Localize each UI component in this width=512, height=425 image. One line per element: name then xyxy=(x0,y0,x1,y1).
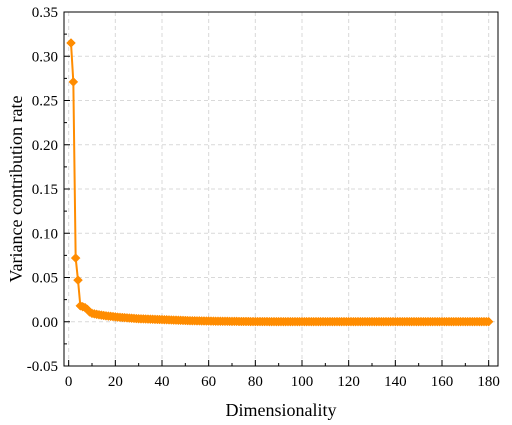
y-axis-title: Variance contribution rate xyxy=(6,96,26,283)
data-point xyxy=(66,38,76,48)
x-tick-label: 160 xyxy=(431,374,454,390)
x-tick-label: 100 xyxy=(291,374,314,390)
series-line xyxy=(70,42,489,323)
y-tick-label: 0.25 xyxy=(32,94,58,110)
x-tick-label: 140 xyxy=(384,374,407,390)
y-tick-label: 0.35 xyxy=(32,5,58,21)
x-tick-label: 20 xyxy=(108,374,123,390)
series-layer xyxy=(66,38,494,327)
y-tick-label: 0.15 xyxy=(32,182,58,198)
data-point xyxy=(68,77,79,87)
y-tick-label: 0.00 xyxy=(32,315,58,331)
data-point xyxy=(73,275,83,286)
x-tick-label: 40 xyxy=(155,374,170,390)
data-point xyxy=(483,316,494,327)
data-point xyxy=(70,253,81,263)
x-tick-label: 60 xyxy=(201,374,216,390)
y-tick-label: 0.05 xyxy=(32,271,58,287)
x-tick-label: 120 xyxy=(337,374,360,390)
y-tick-label: 0.20 xyxy=(32,138,58,154)
y-axis-ticks: -0.05 0.00 0.05 0.10 0.15 0.20 0.25 0.30 0.35 xyxy=(27,5,70,375)
grid-lines xyxy=(64,11,498,367)
y-tick-label: -0.05 xyxy=(27,359,58,375)
x-axis-ticks: 0 20 40 60 80 100 120 140 160 180 xyxy=(65,360,500,390)
y-tick-label: 0.30 xyxy=(32,49,58,65)
x-tick-label: 0 xyxy=(65,374,73,390)
y-tick-label: 0.10 xyxy=(32,226,58,242)
x-tick-label: 180 xyxy=(477,374,500,390)
x-axis-title: Dimensionality xyxy=(226,400,337,420)
x-tick-label: 80 xyxy=(248,374,263,390)
